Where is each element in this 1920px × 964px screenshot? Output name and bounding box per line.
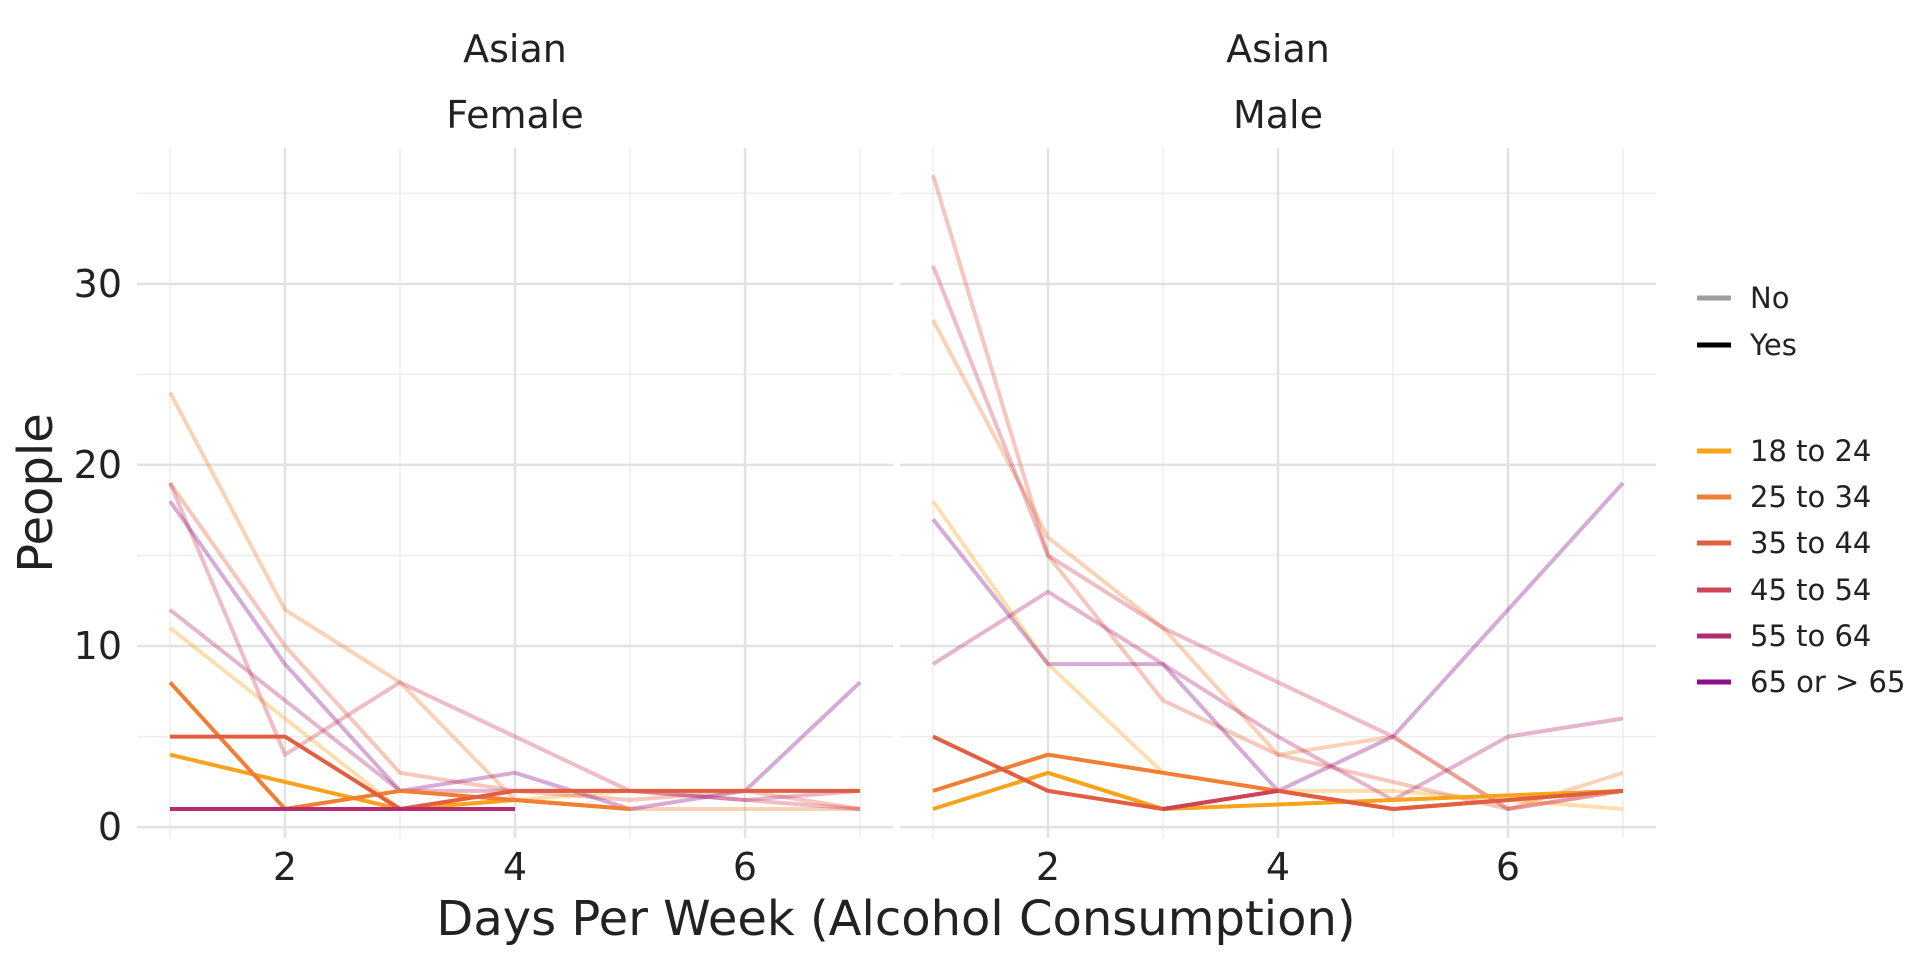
series-line: [931, 174, 1624, 811]
legend-label: 35 to 44: [1750, 526, 1871, 560]
y-tick-label: 30: [74, 262, 122, 306]
series-line: [168, 482, 861, 811]
x-tick-label: 4: [1266, 845, 1290, 889]
series-line: [1162, 788, 1279, 811]
x-tick-label: 2: [273, 845, 297, 889]
x-axis-title: Days Per Week (Alcohol Consumption): [436, 891, 1355, 947]
facet-title-group: Asian: [1226, 27, 1330, 71]
y-tick-label: 10: [74, 624, 122, 668]
legend-label: 65 or > 65: [1750, 665, 1905, 699]
y-tick-label: 0: [98, 805, 122, 849]
x-tick-label: 4: [503, 845, 527, 889]
legend-label: No: [1750, 281, 1789, 315]
x-tick-label: 2: [1036, 845, 1060, 889]
series-line: [170, 734, 860, 811]
legend-label: Yes: [1749, 328, 1797, 362]
series-line: [931, 264, 1624, 811]
legend-label: 45 to 54: [1750, 573, 1871, 607]
legend-label: 25 to 34: [1750, 480, 1871, 514]
legend-label: 55 to 64: [1750, 619, 1871, 653]
x-tick-label: 6: [733, 845, 757, 889]
legend-label: 18 to 24: [1750, 434, 1871, 468]
facet-title-sex: Male: [1233, 93, 1323, 137]
x-tick-label: 6: [1496, 845, 1520, 889]
facet-title-group: Asian: [463, 27, 567, 71]
series-line: [932, 770, 1624, 811]
series-line: [931, 589, 1624, 802]
facet-title-sex: Female: [446, 93, 583, 137]
series-line: [168, 680, 631, 811]
y-tick-label: 20: [74, 443, 122, 487]
series-line: [931, 319, 1624, 811]
y-axis-title: People: [8, 413, 64, 572]
